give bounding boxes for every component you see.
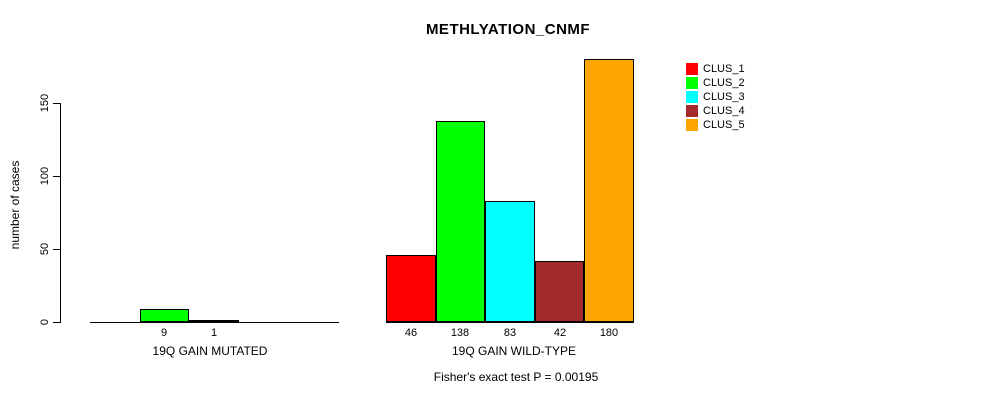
legend-item-clus_5: CLUS_5 [686,119,745,131]
y-tick-mark [53,322,61,323]
bar-clus_1 [386,255,436,322]
legend-label: CLUS_4 [703,105,745,117]
bar-clus_3 [189,320,239,322]
legend-swatch [686,119,698,131]
legend-swatch [686,63,698,75]
panel-mutated-bars [90,0,338,322]
bar-value-label: 180 [599,327,619,339]
y-tick-label: 100 [39,166,51,186]
bar-value-label: 9 [160,327,168,339]
y-tick-label: 50 [39,242,51,256]
fisher-test-annotation: Fisher's exact test P = 0.00195 [433,370,599,384]
chart-title: METHLYATION_CNMF [425,21,591,38]
legend-item-clus_4: CLUS_4 [686,105,745,117]
y-axis-label: number of cases [8,160,22,250]
y-tick-label: 150 [39,93,51,113]
bar-value-label: 46 [404,327,418,339]
legend-swatch [686,77,698,89]
bar-clus_2 [140,309,189,322]
legend-item-clus_2: CLUS_2 [686,77,745,89]
legend-label: CLUS_1 [703,63,745,75]
bar-value-label: 138 [450,327,470,339]
legend-item-clus_3: CLUS_3 [686,91,745,103]
legend-label: CLUS_5 [703,119,745,131]
legend: CLUS_1 CLUS_2 CLUS_3 CLUS_4 CLUS_5 [686,63,745,133]
legend-swatch [686,105,698,117]
legend-item-clus_1: CLUS_1 [686,63,745,75]
bar-value-label: 1 [210,327,218,339]
legend-label: CLUS_3 [703,91,745,103]
y-axis-line [60,103,61,323]
y-tick-label: 0 [39,318,51,326]
bar-value-label: 83 [503,327,517,339]
bar-clus_2 [436,121,485,322]
y-tick-mark [53,176,61,177]
group-label-wildtype: 19Q GAIN WILD-TYPE [451,344,577,358]
group-label-mutated: 19Q GAIN MUTATED [152,344,268,358]
bar-value-label: 42 [553,327,567,339]
legend-label: CLUS_2 [703,77,745,89]
x-axis-line-wildtype [386,322,634,323]
y-tick-mark [53,249,61,250]
bar-clus_4 [535,261,584,322]
panel-wildtype-bars [386,0,634,322]
legend-swatch [686,91,698,103]
bar-clus_3 [485,201,535,322]
y-tick-mark [53,103,61,104]
x-axis-line-mutated [90,322,339,323]
bar-clus_5 [584,59,634,322]
